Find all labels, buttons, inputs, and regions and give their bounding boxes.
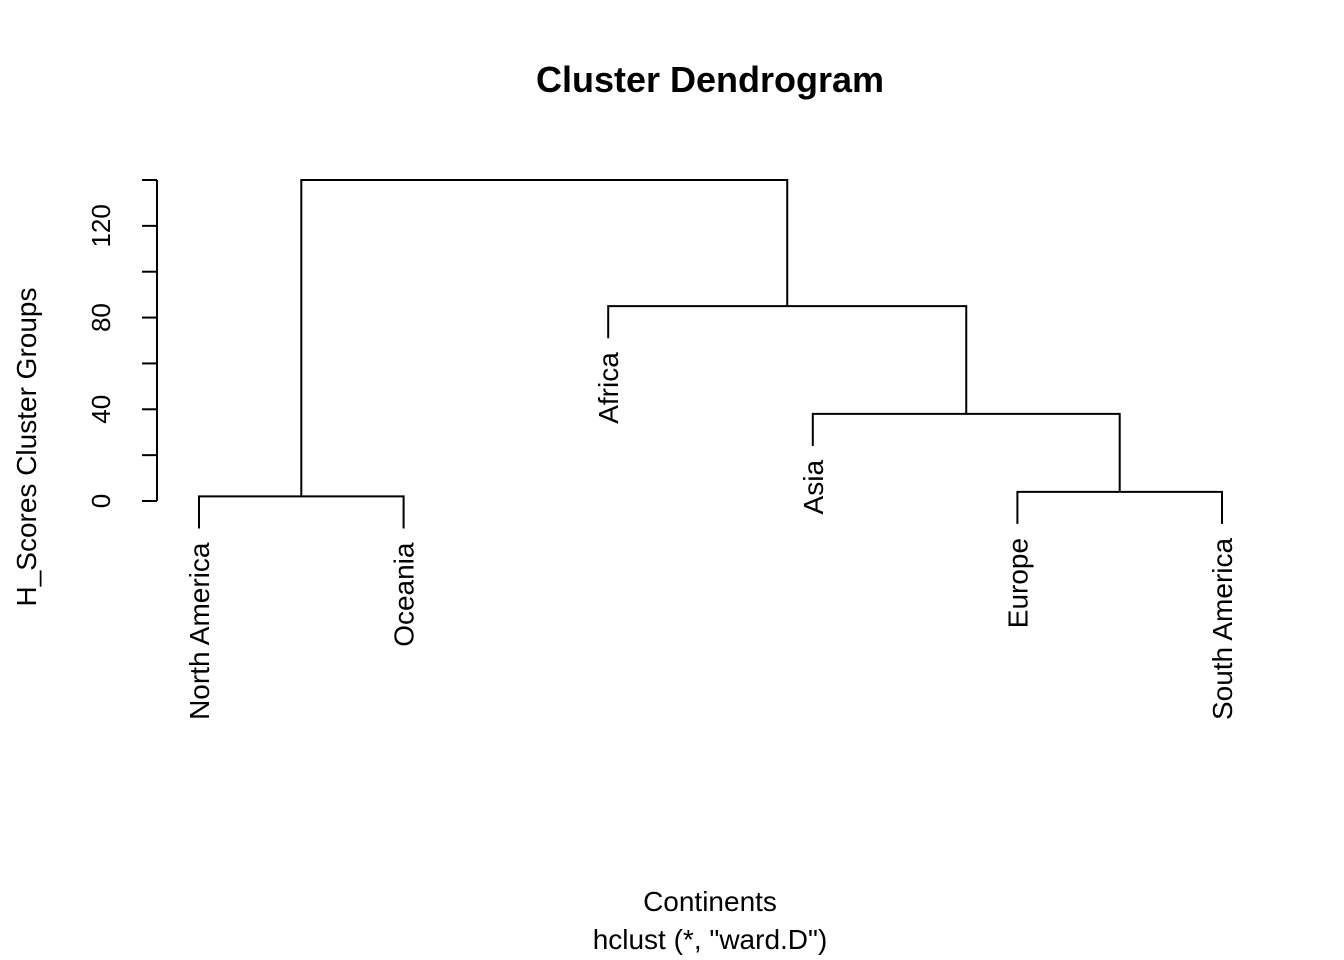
y-axis-label: H_Scores Cluster Groups	[11, 287, 42, 606]
merge-branch	[1016, 490, 1223, 524]
leaf-label-north-america: North America	[184, 542, 215, 720]
y-tick-label: 80	[86, 303, 116, 332]
leaf-label-asia: Asia	[798, 460, 829, 515]
y-axis: 0 40 80 120	[86, 179, 158, 508]
merge-branch	[300, 179, 789, 497]
merge-branch	[811, 412, 1121, 492]
y-tick-label: 40	[86, 395, 116, 424]
dendrogram-tree	[198, 179, 1223, 529]
chart-title: Cluster Dendrogram	[536, 59, 884, 100]
y-tick-label: 120	[86, 204, 116, 247]
x-axis-label: Continents	[643, 886, 777, 917]
leaf-label-europe: Europe	[1002, 538, 1033, 628]
leaf-label-oceania: Oceania	[389, 542, 420, 647]
chart-subtitle: hclust (*, "ward.D")	[593, 924, 828, 955]
merge-branch	[198, 495, 405, 529]
y-tick-label: 0	[86, 494, 116, 508]
leaf-label-africa: Africa	[593, 352, 624, 424]
leaf-label-south-america: South America	[1207, 538, 1238, 721]
merge-branch	[607, 305, 968, 414]
leaf-labels: North America Oceania Africa Asia Europe Sout…	[184, 352, 1238, 720]
